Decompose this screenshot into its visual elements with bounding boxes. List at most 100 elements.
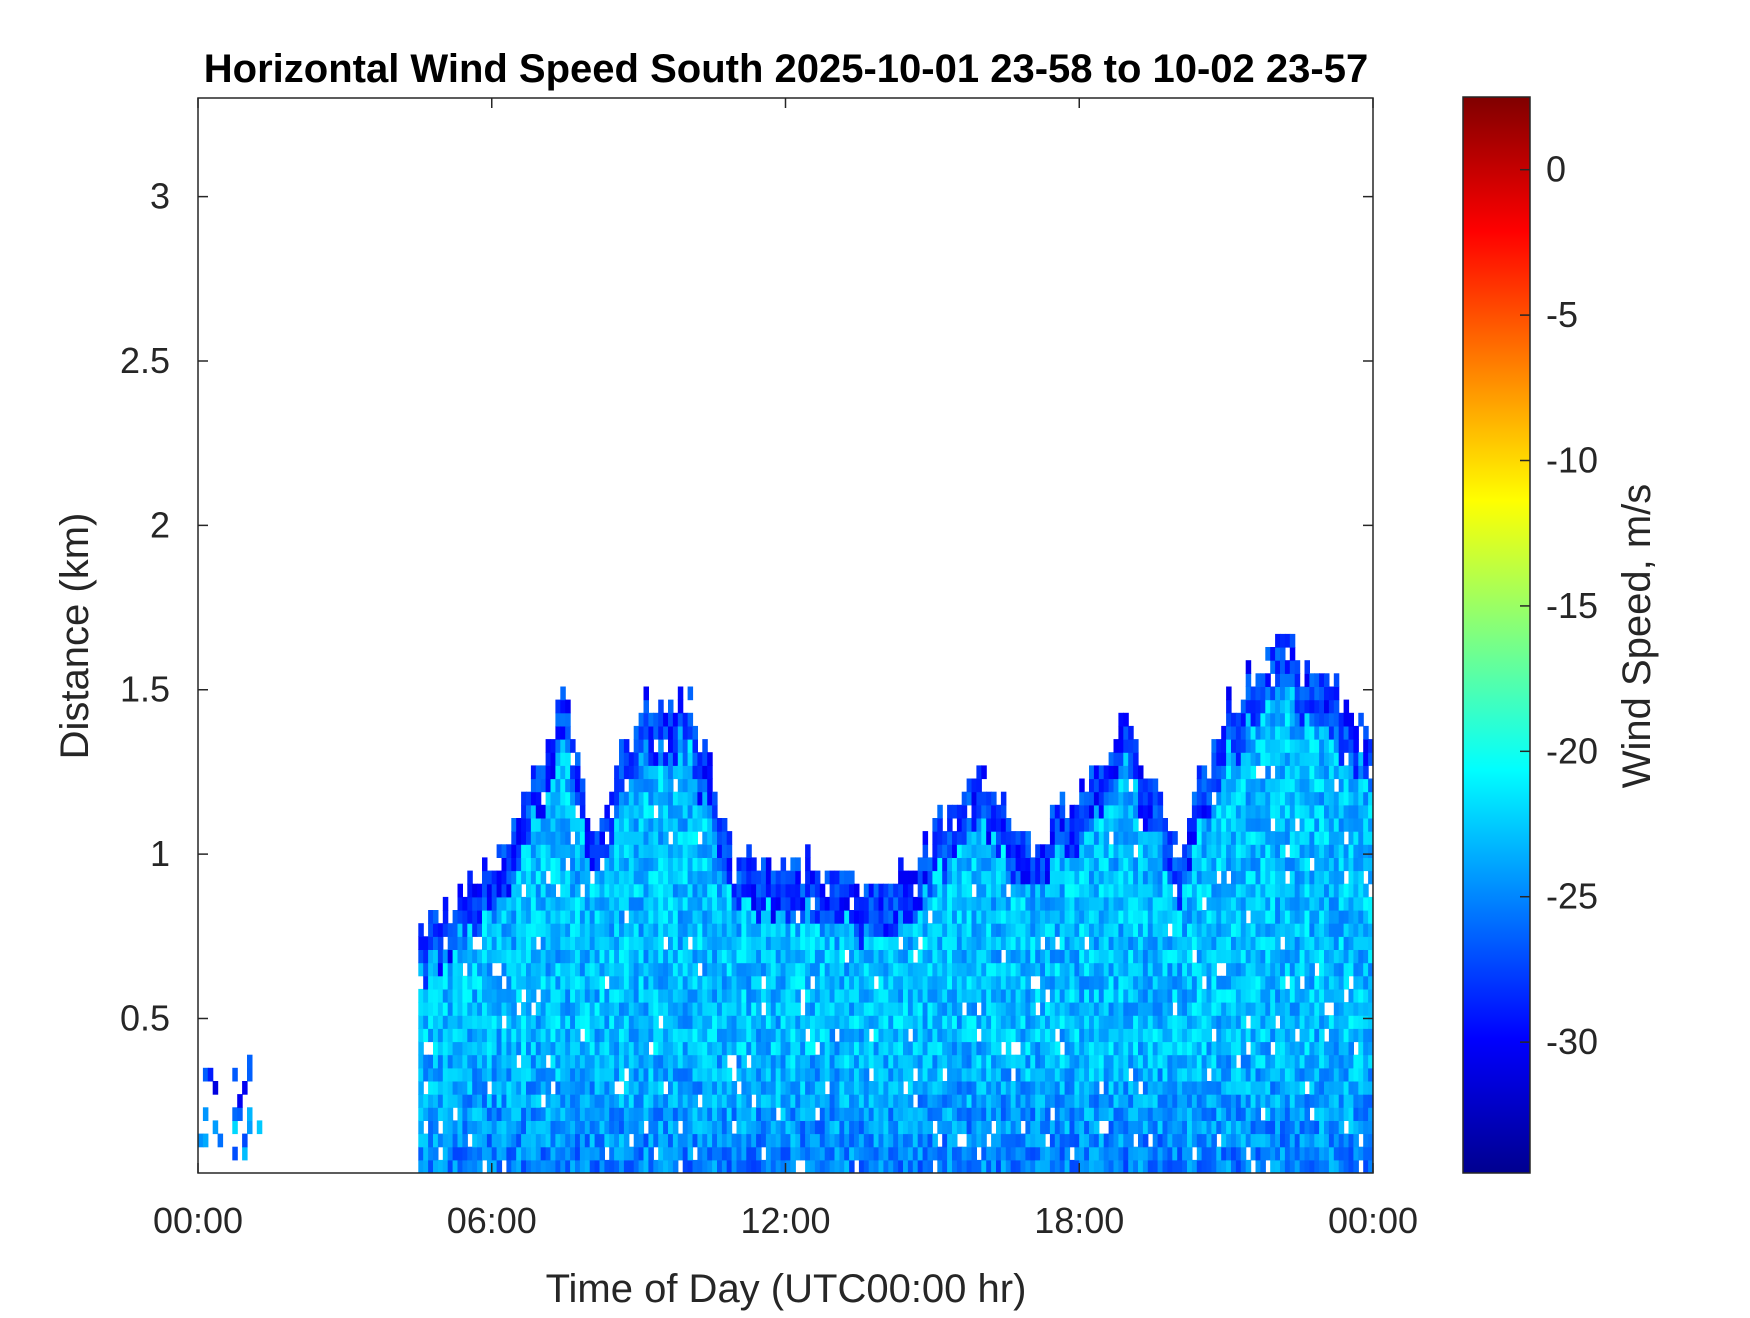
heatmap-cell: [898, 1067, 904, 1082]
heatmap-cell: [614, 936, 620, 950]
heatmap-cell: [1108, 870, 1115, 885]
heatmap-cell: [1123, 818, 1129, 832]
heatmap-cell: [521, 1146, 527, 1161]
heatmap-cell: [961, 1146, 968, 1161]
heatmap-cell: [565, 1041, 571, 1056]
heatmap-cell: [467, 1041, 473, 1056]
heatmap-cell: [1191, 1107, 1198, 1121]
heatmap-cell: [1270, 1159, 1276, 1173]
heatmap-cell: [1294, 660, 1301, 674]
heatmap-cell: [1284, 949, 1291, 964]
heatmap-cell: [516, 844, 522, 858]
heatmap-cell: [452, 975, 459, 990]
heatmap-cell: [1235, 765, 1242, 780]
heatmap-cell: [1245, 1094, 1252, 1108]
heatmap-cell: [1211, 1094, 1217, 1108]
heatmap-cell: [1000, 1159, 1007, 1173]
heatmap-cell: [1304, 949, 1310, 964]
heatmap-cell: [482, 1054, 488, 1069]
heatmap-cell: [638, 765, 645, 780]
heatmap-cell: [521, 975, 527, 990]
heatmap-cell: [526, 936, 532, 950]
heatmap-cell: [707, 818, 713, 832]
heatmap-cell: [976, 1133, 982, 1148]
heatmap-cell: [907, 1146, 914, 1161]
heatmap-cell: [1030, 896, 1036, 911]
heatmap-cell: [677, 1067, 684, 1082]
heatmap-cell: [570, 1028, 576, 1043]
heatmap-cell: [1172, 1028, 1178, 1043]
heatmap-cell: [633, 962, 640, 977]
heatmap-cell: [501, 923, 507, 937]
heatmap-cell: [1133, 818, 1139, 832]
heatmap-cell: [1226, 1041, 1232, 1056]
heatmap-cell: [452, 1015, 459, 1029]
heatmap-cell: [1054, 883, 1061, 898]
heatmap-cell: [609, 988, 615, 1003]
heatmap-cell: [898, 1054, 904, 1069]
heatmap-cell: [1059, 962, 1066, 977]
heatmap-cell: [883, 975, 889, 990]
heatmap-cell: [1231, 765, 1237, 780]
heatmap-cell: [579, 1146, 586, 1161]
heatmap-cell: [996, 1107, 1002, 1121]
heatmap-cell: [447, 1015, 454, 1029]
heatmap-cell: [628, 1159, 635, 1173]
heatmap-cell: [550, 778, 556, 793]
heatmap-cell: [496, 910, 503, 924]
heatmap-cell: [1152, 962, 1159, 977]
heatmap-cell: [741, 975, 747, 990]
heatmap-cell: [917, 896, 924, 911]
heatmap-cell: [844, 1041, 850, 1056]
heatmap-cell: [795, 923, 801, 937]
heatmap-cell: [589, 1067, 596, 1082]
heatmap-cell: [726, 1028, 733, 1043]
heatmap-cell: [1275, 896, 1281, 911]
heatmap-cell: [800, 1041, 806, 1056]
heatmap-cell: [1010, 896, 1017, 911]
heatmap-cell: [785, 1002, 791, 1016]
heatmap-cell: [1270, 1094, 1276, 1108]
heatmap-cell: [633, 1159, 640, 1173]
heatmap-cell: [1250, 739, 1257, 753]
heatmap-cell: [643, 844, 649, 858]
heatmap-cell: [1226, 739, 1232, 753]
heatmap-cell: [628, 1107, 635, 1121]
heatmap-cell: [717, 844, 723, 858]
heatmap-cell: [795, 1054, 801, 1069]
heatmap-cell: [785, 1015, 791, 1029]
heatmap-cell: [633, 804, 640, 819]
heatmap-cell: [1275, 949, 1281, 964]
heatmap-cell: [599, 923, 605, 937]
heatmap-cell: [844, 936, 850, 950]
heatmap-cell: [555, 752, 561, 766]
heatmap-cell: [1284, 896, 1291, 911]
heatmap-cell: [1084, 1133, 1090, 1148]
heatmap-cell: [736, 1002, 742, 1016]
heatmap-cell: [1221, 1041, 1227, 1056]
heatmap-cell: [780, 1146, 787, 1161]
heatmap-cell: [1201, 949, 1208, 964]
heatmap-cell: [888, 1054, 894, 1069]
heatmap-cell: [991, 1107, 997, 1121]
heatmap-cell: [672, 1002, 679, 1016]
heatmap-cell: [1138, 1120, 1144, 1135]
heatmap-cell: [966, 1094, 973, 1108]
heatmap-cell: [575, 1120, 581, 1135]
heatmap-cell: [976, 988, 982, 1003]
heatmap-cell: [570, 988, 576, 1003]
heatmap-cell: [849, 923, 855, 937]
heatmap-cell: [991, 818, 997, 832]
heatmap-cell: [516, 1146, 522, 1161]
heatmap-cell: [1216, 896, 1222, 911]
heatmap-cell: [565, 988, 571, 1003]
heatmap-cell: [819, 1107, 826, 1121]
heatmap-cell: [663, 765, 669, 780]
heatmap-cell: [619, 883, 625, 898]
heatmap-cell: [535, 1054, 542, 1069]
heatmap-cell: [961, 910, 968, 924]
heatmap-cell: [638, 1041, 645, 1056]
heatmap-cell: [442, 1133, 449, 1148]
heatmap-cell: [1284, 1028, 1291, 1043]
heatmap-cell: [991, 988, 997, 1003]
